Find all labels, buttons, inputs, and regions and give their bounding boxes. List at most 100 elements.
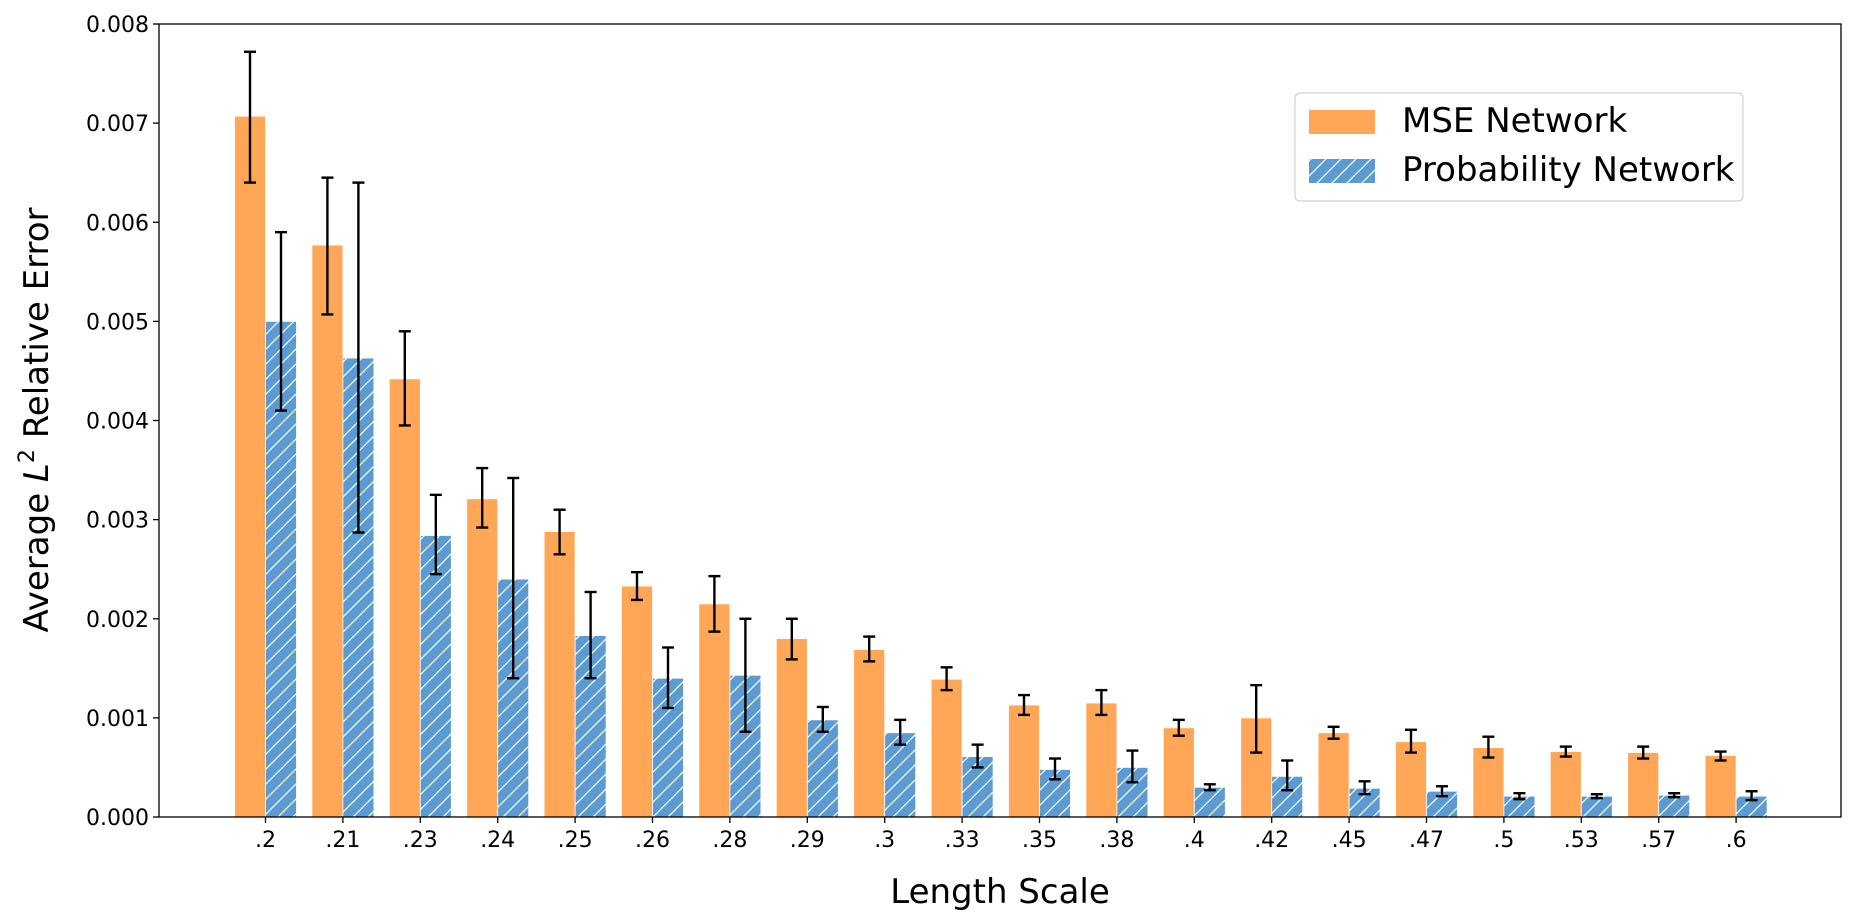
bar-hatch-probability-network-16 — [1503, 796, 1535, 817]
error-bar-mse-network-19 — [1714, 750, 1727, 762]
error-bar-mse-network-0 — [244, 50, 256, 184]
x-tick-label-14: .45 — [1332, 828, 1367, 853]
error-bar-mse-network-18 — [1637, 745, 1650, 760]
x-tick-label-1: .21 — [325, 828, 360, 853]
error-bars-layer — [244, 50, 1758, 802]
error-bar-probability-network-7 — [816, 705, 829, 733]
x-tick-label-17: .53 — [1564, 828, 1599, 853]
bar-mse-network-1 — [311, 244, 344, 818]
x-tick-label-5: .26 — [635, 828, 670, 853]
error-bar-probability-network-15 — [1436, 785, 1448, 798]
x-tick-label-15: .47 — [1409, 828, 1444, 853]
x-tick-label-0: .2 — [255, 828, 276, 853]
x-tick-label-16: .5 — [1493, 828, 1514, 853]
bar-mse-network-19 — [1704, 755, 1737, 818]
error-bar-mse-network-11 — [1095, 688, 1108, 717]
error-bar-mse-network-13 — [1250, 683, 1263, 754]
x-tick-label-3: .24 — [480, 828, 515, 853]
x-axis-title: Length Scale — [890, 872, 1110, 912]
bar-mse-network-15 — [1395, 741, 1427, 818]
bar-hatch-probability-network-12 — [1194, 787, 1226, 817]
x-tick-label-10: .35 — [1022, 828, 1057, 853]
bar-hatch-probability-network-17 — [1581, 796, 1613, 817]
error-bar-mse-network-1 — [321, 176, 334, 316]
bar-mse-network-18 — [1627, 752, 1660, 818]
y-tick-label-0: 0.000 — [86, 806, 149, 831]
bar-mse-network-4 — [543, 531, 576, 818]
bar-mse-network-7 — [775, 638, 808, 818]
error-bar-probability-network-2 — [429, 493, 442, 576]
y-axis-title-symbol: L — [17, 463, 57, 482]
error-bar-probability-network-8 — [894, 718, 907, 746]
y-tick-label-6: 0.006 — [86, 211, 149, 236]
y-tick-label-2: 0.002 — [86, 608, 149, 633]
y-axis-title: Average L2 Relative Error — [15, 207, 57, 632]
x-tick-label-2: .23 — [403, 828, 438, 853]
bar-mse-network-17 — [1549, 751, 1582, 818]
x-tick-label-18: .57 — [1641, 828, 1676, 853]
bar-mse-network-14 — [1317, 732, 1350, 818]
legend-frame — [1294, 92, 1744, 202]
x-axis: .2 .21 .23 .24 .25 .26 .28 .29 .3 .33 .35 .38 .4 .42.… — [255, 817, 1747, 853]
legend: MSE Network Probability Network — [1294, 92, 1744, 202]
y-tick-label-3: 0.003 — [86, 509, 149, 534]
error-bar-probability-network-14 — [1358, 780, 1371, 796]
bar-mse-network-10 — [1008, 704, 1040, 818]
error-bar-mse-network-7 — [785, 617, 798, 661]
error-bar-mse-network-12 — [1172, 718, 1185, 737]
error-bar-probability-network-18 — [1668, 792, 1681, 799]
bar-mse-network-9 — [930, 678, 963, 818]
bar-hatch-probability-network-8 — [884, 732, 916, 817]
error-bar-mse-network-6 — [708, 574, 721, 633]
x-tick-label-11: .38 — [1099, 828, 1134, 853]
bar-mse-network-11 — [1085, 702, 1118, 818]
error-bar-probability-network-13 — [1281, 759, 1294, 792]
legend-swatch-probability-network-hatch — [1309, 159, 1375, 183]
x-tick-label-13: .42 — [1254, 828, 1289, 853]
y-tick-label-4: 0.004 — [86, 410, 149, 435]
bar-hatch-probability-network-2 — [420, 535, 452, 817]
x-tick-label-4: .25 — [558, 828, 593, 853]
error-bar-mse-network-10 — [1018, 693, 1030, 717]
x-tick-label-9: .33 — [945, 828, 980, 853]
bar-mse-network-8 — [853, 649, 886, 818]
x-tick-label-7: .29 — [790, 828, 825, 853]
y-axis-title-suffix: Relative Error — [17, 207, 57, 449]
bar-mse-network-6 — [698, 603, 731, 818]
error-bar-probability-network-17 — [1590, 793, 1603, 800]
bar-hatch-probability-network-18 — [1658, 795, 1690, 817]
y-tick-label-5: 0.005 — [86, 310, 149, 335]
legend-label-mse-network: MSE Network — [1402, 101, 1627, 141]
error-bar-mse-network-14 — [1327, 725, 1340, 740]
error-bar-mse-network-2 — [398, 330, 411, 427]
error-bar-probability-network-9 — [971, 743, 984, 769]
y-axis-title-prefix: Average — [17, 482, 57, 632]
error-bar-mse-network-9 — [940, 666, 953, 692]
y-axis: 0.000 0.001 0.002 0.003 0.004 0.005 0.006 0.007… — [86, 13, 159, 831]
error-bar-mse-network-5 — [631, 570, 643, 602]
y-tick-label-7: 0.007 — [86, 112, 149, 137]
error-bar-probability-network-0 — [275, 230, 287, 412]
bars-layer — [234, 115, 1768, 818]
error-bar-probability-network-3 — [507, 476, 520, 680]
error-bar-probability-network-12 — [1203, 783, 1216, 792]
error-bar-mse-network-17 — [1559, 745, 1572, 758]
y-tick-label-8: 0.008 — [86, 13, 149, 38]
bar-mse-network-5 — [621, 585, 653, 818]
error-bar-probability-network-5 — [662, 646, 674, 710]
error-bar-probability-network-19 — [1745, 790, 1758, 802]
error-bar-mse-network-3 — [476, 466, 489, 529]
x-tick-label-12: .4 — [1184, 828, 1205, 853]
x-tick-label-8: .3 — [874, 828, 895, 853]
y-axis-title-superscript: 2 — [15, 449, 40, 463]
legend-label-probability-network: Probability Network — [1402, 150, 1735, 190]
bar-mse-network-2 — [388, 378, 421, 818]
bar-hatch-probability-network-19 — [1736, 796, 1768, 817]
bar-mse-network-3 — [466, 498, 499, 818]
error-bar-probability-network-16 — [1513, 792, 1526, 801]
legend-swatch-mse-network — [1309, 110, 1375, 134]
error-bar-probability-network-6 — [739, 617, 752, 733]
bar-hatch-probability-network-7 — [807, 719, 839, 817]
bar-mse-network-0 — [234, 115, 266, 818]
